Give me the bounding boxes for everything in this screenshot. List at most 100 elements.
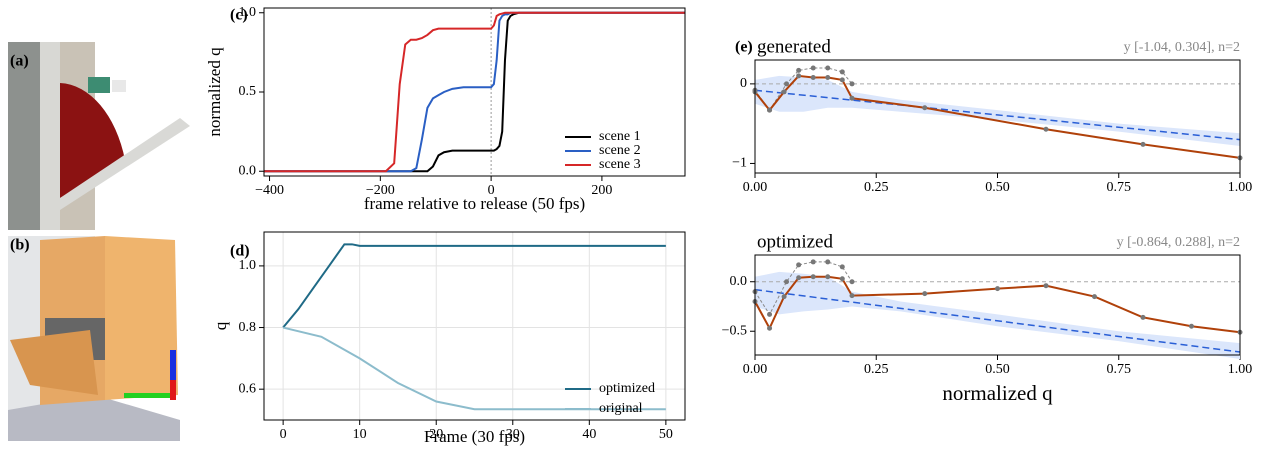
chart-title: generated — [757, 36, 831, 57]
y-tick-label: 0.8 — [239, 320, 257, 335]
x-axis-label: frame relative to release (50 fps) — [364, 194, 585, 213]
x-tick-label: 0.00 — [743, 362, 768, 377]
legend-label: optimized — [599, 381, 655, 396]
x-tick-label: −400 — [255, 183, 284, 198]
legend-label: scene 2 — [599, 143, 641, 158]
x-tick-label: 0.25 — [864, 180, 889, 195]
point — [849, 293, 855, 299]
x-tick-label: 0 — [280, 427, 287, 442]
annotation: y [-1.04, 0.304], n=2 — [1124, 40, 1240, 55]
point — [796, 73, 802, 79]
image-a — [8, 42, 190, 230]
series-line — [754, 89, 1241, 141]
y-tick-label: 1.0 — [239, 5, 257, 20]
axes-frame — [263, 7, 686, 177]
y-tick-label: 0.5 — [239, 84, 257, 99]
y-axis-label: normalized q — [205, 47, 224, 137]
point — [1140, 314, 1146, 320]
y-axis-label: q — [211, 321, 230, 330]
x-tick-label: 20 — [429, 427, 443, 442]
point — [781, 294, 787, 300]
point — [810, 75, 816, 81]
x-tick-label: 0.25 — [864, 362, 889, 377]
point — [767, 107, 773, 113]
chart-title: optimized — [757, 231, 833, 252]
series-line — [282, 243, 666, 329]
series-line — [264, 11, 685, 173]
point — [767, 325, 773, 331]
x-tick-label: 30 — [506, 427, 520, 442]
point — [810, 274, 816, 280]
point — [796, 67, 802, 73]
panel-label: (e) — [735, 39, 753, 56]
x-tick-label: 0.50 — [985, 362, 1010, 377]
series-line — [754, 74, 1241, 159]
legend-label: original — [599, 401, 643, 416]
point — [1189, 323, 1194, 329]
y-tick-label: −0.5 — [722, 323, 747, 338]
point — [825, 75, 831, 81]
point — [849, 81, 855, 87]
x-tick-label: −200 — [366, 183, 395, 198]
point — [1140, 141, 1146, 147]
point — [849, 95, 855, 101]
y-tick-label: 1.0 — [239, 258, 257, 273]
x-tick-label: 0.00 — [743, 180, 768, 195]
legend-label: scene 3 — [599, 157, 641, 172]
series-line — [754, 261, 853, 316]
series-line — [754, 67, 853, 112]
panel-label: (c) — [230, 7, 248, 24]
point — [1043, 126, 1049, 132]
point — [1043, 283, 1049, 289]
point — [784, 279, 790, 285]
panel-label: (d) — [230, 243, 250, 260]
x-tick-label: 200 — [591, 183, 612, 198]
x-tick-label: 0 — [488, 183, 495, 198]
axes-frame — [263, 231, 686, 421]
legend-label: scene 1 — [599, 129, 641, 144]
x-axis-label: normalized q — [942, 381, 1053, 405]
band — [755, 75, 1240, 146]
series-line — [282, 326, 666, 411]
y-tick-label: 0 — [740, 76, 747, 91]
point — [784, 81, 790, 87]
panel-label: (a) — [10, 53, 29, 70]
point — [781, 89, 787, 95]
y-tick-label: 0.0 — [239, 163, 257, 178]
point — [810, 259, 816, 265]
x-tick-label: 40 — [582, 427, 596, 442]
x-tick-label: 0.50 — [985, 180, 1010, 195]
point — [810, 65, 816, 71]
x-tick-label: 1.00 — [1228, 362, 1253, 377]
point — [796, 262, 802, 268]
point — [839, 276, 845, 282]
y-tick-label: 0.0 — [730, 274, 748, 289]
point — [1092, 294, 1097, 300]
x-tick-label: 0.75 — [1107, 180, 1132, 195]
point — [839, 69, 845, 75]
point — [825, 274, 831, 280]
point — [825, 65, 831, 71]
axes-frame — [754, 254, 1241, 356]
point — [922, 291, 928, 297]
x-axis-label: Frame (30 fps) — [424, 427, 525, 446]
y-tick-label: 0.6 — [239, 381, 257, 396]
x-tick-label: 1.00 — [1228, 180, 1253, 195]
y-tick-label: −1 — [732, 156, 747, 171]
point — [796, 275, 802, 281]
series-line — [754, 288, 1241, 353]
x-tick-label: 50 — [659, 427, 673, 442]
point — [767, 311, 773, 317]
panel-label: (b) — [10, 237, 30, 254]
band — [755, 271, 1240, 359]
point — [995, 286, 1000, 292]
axes-frame — [754, 59, 1241, 174]
point — [839, 77, 845, 83]
point — [825, 259, 831, 265]
image-b — [8, 236, 180, 441]
annotation: y [-0.864, 0.288], n=2 — [1117, 235, 1240, 250]
point — [839, 264, 845, 270]
point — [849, 279, 855, 285]
